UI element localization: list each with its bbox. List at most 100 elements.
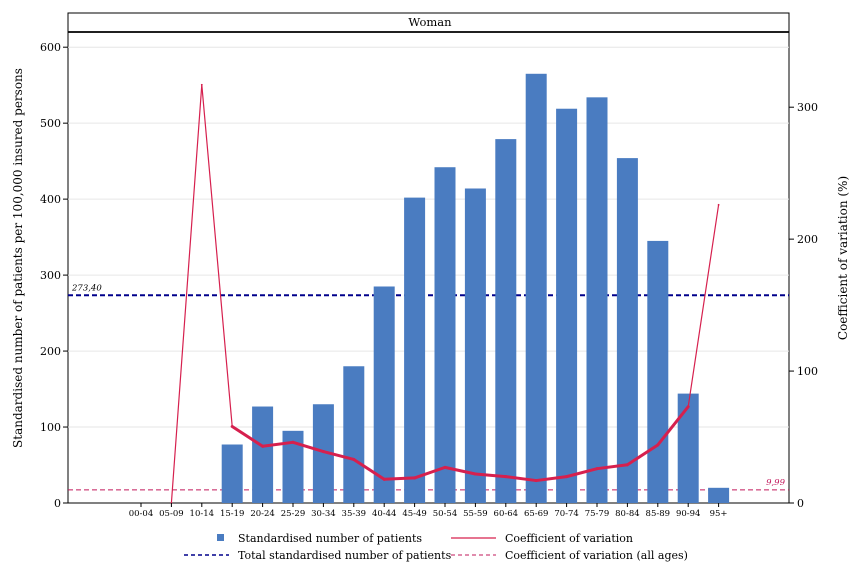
reference-lines: 273,40 9,99	[68, 283, 789, 491]
x-axis-label-00-04: 00-04	[129, 509, 154, 519]
cv-point-55-59	[474, 473, 477, 475]
cv-point-15-19	[231, 425, 234, 428]
plot-frame	[67, 12, 790, 504]
x-axis-label-25-29: 25-29	[281, 509, 306, 519]
bar-95+	[708, 487, 730, 503]
cv-all-ages-reference-label: 9,99	[766, 478, 786, 488]
cv-line-segment	[625, 443, 660, 467]
x-axis-label-35-39: 35-39	[342, 509, 367, 519]
left-axis-tick-label: 0	[54, 497, 61, 510]
x-axis-label-65-69: 65-69	[524, 509, 549, 519]
x-axis-label-05-09: 05-09	[159, 509, 184, 519]
cv-line-segment	[352, 457, 386, 481]
bar-30-34	[312, 404, 334, 503]
x-axis-label-60-64: 60-64	[494, 509, 519, 519]
left-axis-tick-label: 200	[40, 345, 61, 358]
bar-70-74	[556, 108, 578, 503]
x-axis-label-10-14: 10-14	[190, 509, 215, 519]
x-axis-label-75-79: 75-79	[585, 509, 610, 519]
bar-50-54	[434, 167, 456, 503]
left-axis-tick-label: 300	[40, 269, 61, 282]
y-axis-title-right: Coefficient of variation (%)	[836, 176, 850, 340]
bar-20-24	[252, 406, 274, 503]
cv-line-segment	[291, 440, 325, 454]
cv-line-segment	[321, 450, 356, 461]
legend-bar-label: Standardised number of patients	[238, 532, 422, 545]
legend-cv-all-ages-label: Coefficient of variation (all ages)	[505, 549, 688, 562]
y-axis-title-left: Standardised number of patients per 100,…	[11, 68, 25, 448]
bar-55-59	[464, 188, 486, 504]
right-axis: 0 100 200 300	[789, 101, 818, 510]
cv-line-segment	[504, 475, 538, 483]
right-axis-tick-label: 200	[797, 233, 818, 246]
cv-line-segment	[534, 475, 569, 483]
cv-line-segment	[473, 472, 508, 479]
bar-75-79	[586, 97, 608, 503]
cv-point-10-14	[200, 83, 203, 86]
cv-line-segment	[443, 465, 477, 476]
x-axis-label-40-44: 40-44	[372, 509, 397, 519]
cv-line-segment	[382, 476, 417, 481]
x-axis-label-95+: 95+	[710, 509, 728, 519]
left-axis: 0 100 200 300 400 500 600	[40, 41, 68, 510]
cv-line-segment	[413, 465, 447, 480]
left-axis-tick-label: 500	[40, 117, 61, 130]
cv-point-40-44	[383, 478, 386, 481]
cv-point-80-84	[626, 463, 629, 466]
x-axis-label-55-59: 55-59	[463, 509, 488, 519]
cv-point-45-49	[413, 477, 416, 479]
x-axis-label-80-84: 80-84	[615, 509, 640, 519]
bar-90-94	[677, 393, 699, 503]
left-axis-tick-label: 100	[40, 421, 61, 434]
bar-60-64	[495, 139, 517, 504]
right-axis-tick-label: 300	[797, 101, 818, 114]
cv-point-35-39	[352, 458, 355, 461]
cv-point-70-74	[565, 475, 568, 478]
cv-point-65-69	[535, 479, 538, 482]
cv-point-75-79	[596, 467, 598, 470]
legend-cv-label: Coefficient of variation	[505, 532, 633, 545]
cv-point-85-89	[656, 444, 659, 446]
left-axis-tick-label: 600	[40, 41, 61, 54]
right-axis-tick-label: 100	[797, 365, 818, 378]
cv-line-series	[170, 83, 720, 504]
cv-point-90-94	[687, 405, 690, 408]
x-axis: 00-04 05-09 10-14 15-19 20-24 25-29 30-34 35-39…	[129, 503, 728, 519]
gridlines	[68, 46, 789, 428]
cv-line-segment	[170, 84, 203, 504]
left-axis-tick-label: 400	[40, 193, 61, 206]
cv-point-25-29	[292, 441, 294, 444]
cv-point-30-34	[322, 450, 325, 453]
cv-point-50-54	[444, 466, 446, 469]
bar-45-49	[404, 197, 426, 503]
x-axis-label-90-94: 90-94	[676, 509, 701, 519]
x-axis-label-45-49: 45-49	[402, 509, 427, 519]
bar-25-29	[282, 430, 304, 503]
bar-80-84	[616, 158, 638, 503]
legend-total-label: Total standardised number of patients	[238, 549, 452, 562]
bar-35-39	[343, 366, 365, 503]
bar-65-69	[525, 73, 547, 503]
right-axis-tick-label: 0	[797, 497, 804, 510]
bar-series	[221, 73, 730, 504]
bar-85-89	[647, 240, 669, 503]
cv-point-20-24	[261, 445, 264, 448]
cv-line-segment	[201, 84, 233, 428]
bar-15-19	[221, 444, 243, 503]
cv-line-segment	[595, 463, 629, 471]
legend: Standardised number of patients Coefficie…	[184, 532, 688, 562]
x-axis-label-85-89: 85-89	[646, 509, 671, 519]
x-axis-label-50-54: 50-54	[433, 509, 458, 519]
x-axis-label-30-34: 30-34	[311, 509, 336, 519]
cv-line-segment	[261, 440, 295, 448]
total-reference-label: 273,40	[71, 283, 102, 293]
x-axis-label-15-19: 15-19	[220, 509, 245, 519]
cv-line-segment	[565, 467, 599, 479]
cv-point-95+	[717, 203, 720, 206]
legend-bar-swatch	[217, 534, 224, 541]
x-axis-label-70-74: 70-74	[554, 509, 579, 519]
panel-title: Woman	[408, 15, 452, 29]
bar-40-44	[373, 286, 395, 503]
cv-line-segment	[656, 405, 690, 447]
